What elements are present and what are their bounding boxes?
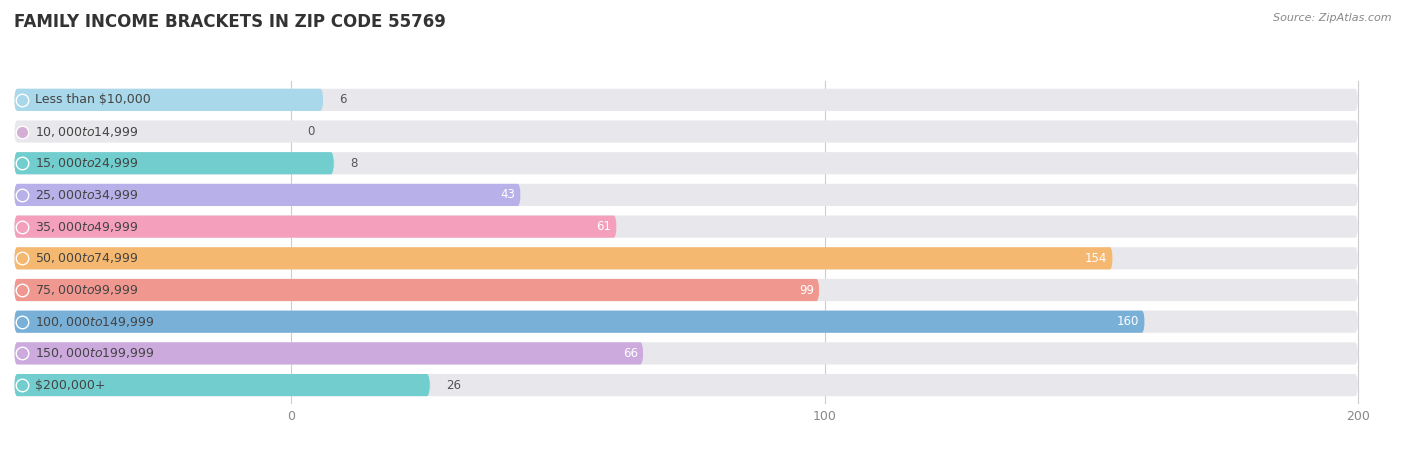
FancyBboxPatch shape: [14, 184, 1358, 206]
Text: 26: 26: [446, 379, 461, 392]
FancyBboxPatch shape: [14, 216, 1358, 238]
Text: 154: 154: [1085, 252, 1108, 265]
Text: $50,000 to $74,999: $50,000 to $74,999: [35, 251, 139, 265]
FancyBboxPatch shape: [14, 374, 430, 396]
Text: $15,000 to $24,999: $15,000 to $24,999: [35, 156, 139, 170]
FancyBboxPatch shape: [14, 216, 617, 238]
FancyBboxPatch shape: [14, 152, 335, 174]
Text: $25,000 to $34,999: $25,000 to $34,999: [35, 188, 139, 202]
Text: 66: 66: [623, 347, 638, 360]
Text: 160: 160: [1118, 315, 1139, 328]
FancyBboxPatch shape: [14, 342, 1358, 365]
Text: $75,000 to $99,999: $75,000 to $99,999: [35, 283, 139, 297]
Text: $35,000 to $49,999: $35,000 to $49,999: [35, 220, 139, 233]
FancyBboxPatch shape: [14, 152, 1358, 174]
Text: 6: 6: [339, 93, 347, 106]
Text: 8: 8: [350, 157, 357, 170]
Text: Less than $10,000: Less than $10,000: [35, 93, 152, 106]
Text: $10,000 to $14,999: $10,000 to $14,999: [35, 124, 139, 139]
FancyBboxPatch shape: [14, 247, 1358, 269]
Text: 61: 61: [596, 220, 612, 233]
Text: Source: ZipAtlas.com: Source: ZipAtlas.com: [1274, 13, 1392, 23]
FancyBboxPatch shape: [14, 247, 1114, 269]
Text: $100,000 to $149,999: $100,000 to $149,999: [35, 315, 155, 329]
Text: FAMILY INCOME BRACKETS IN ZIP CODE 55769: FAMILY INCOME BRACKETS IN ZIP CODE 55769: [14, 13, 446, 31]
FancyBboxPatch shape: [14, 89, 1358, 111]
Text: $150,000 to $199,999: $150,000 to $199,999: [35, 346, 155, 361]
FancyBboxPatch shape: [14, 311, 1358, 333]
FancyBboxPatch shape: [14, 279, 820, 301]
Text: 0: 0: [308, 125, 315, 138]
FancyBboxPatch shape: [14, 279, 1358, 301]
FancyBboxPatch shape: [14, 184, 520, 206]
FancyBboxPatch shape: [14, 120, 1358, 143]
Text: $200,000+: $200,000+: [35, 379, 105, 392]
Text: 43: 43: [501, 189, 516, 202]
FancyBboxPatch shape: [14, 311, 1144, 333]
FancyBboxPatch shape: [14, 89, 323, 111]
FancyBboxPatch shape: [14, 342, 644, 365]
FancyBboxPatch shape: [14, 374, 1358, 396]
Text: 99: 99: [799, 283, 814, 296]
